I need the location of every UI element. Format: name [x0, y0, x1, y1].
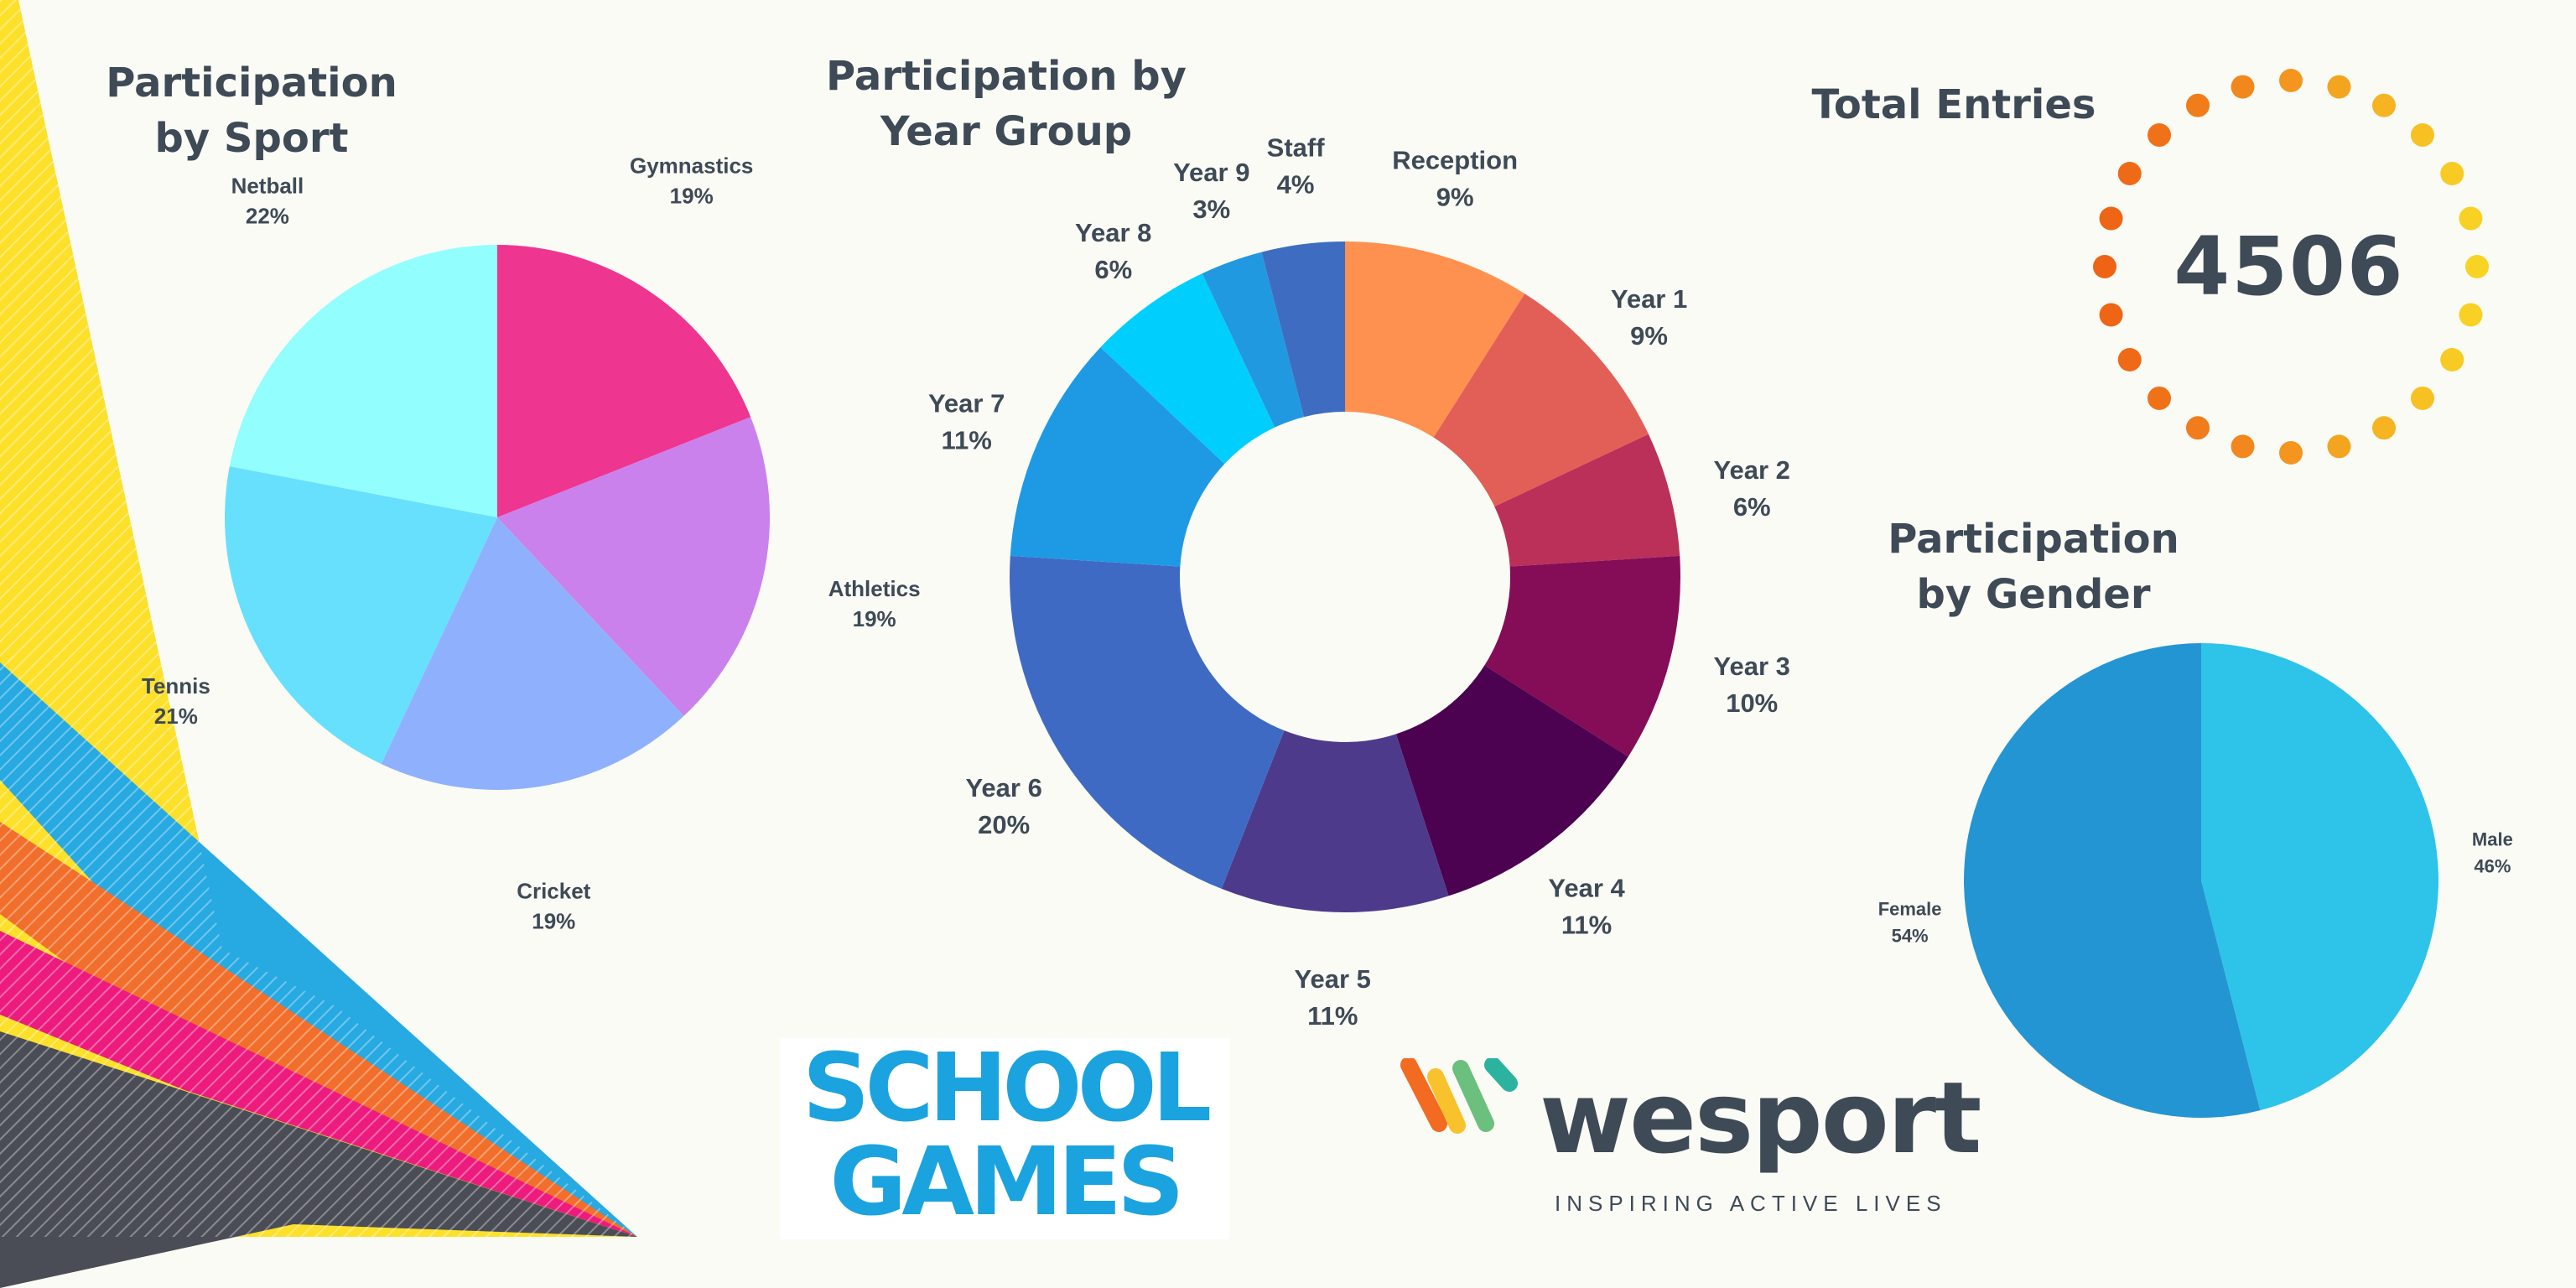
sport-label-tennis: Tennis — [142, 673, 210, 699]
ring-dot — [2148, 123, 2172, 148]
ring-dot — [2279, 69, 2303, 92]
wesport-logo: wesport INSPIRING ACTIVE LIVES — [1399, 1058, 1981, 1226]
ring-dot — [2410, 386, 2434, 410]
year-group-label-reception: Reception — [1392, 146, 1518, 175]
ring-dot — [2117, 162, 2142, 185]
ring-dot — [2099, 206, 2123, 231]
sport-value-athletics: 19% — [853, 606, 896, 631]
ring-dot — [2372, 416, 2396, 440]
ring-dot — [2459, 206, 2483, 231]
gender-chart-title: Participation by Gender — [1888, 516, 2179, 618]
sport-chart-title: Participation by Sport — [106, 60, 397, 162]
sport-slice-gymnastics — [497, 245, 751, 517]
ring-dot — [2327, 434, 2351, 459]
year-group-value-reception: 9% — [1436, 183, 1474, 212]
school-games-logo-line1: SCHOOL — [802, 1034, 1212, 1143]
gender-slice-female — [1964, 643, 2261, 1118]
year-group-slice-year-7 — [1010, 347, 1225, 567]
sport-pie-chart: Gymnastics 19% Athletics 19% Cricket 19% Tenni… — [142, 153, 921, 933]
ring-dot — [2148, 386, 2172, 410]
year-group-label-year-3: Year 3 — [1714, 652, 1790, 681]
school-games-logo-line2: GAMES — [829, 1128, 1184, 1237]
year-group-value-year-3: 10% — [1726, 688, 1778, 718]
ring-dot — [2279, 441, 2303, 465]
year-group-label-year-5: Year 5 — [1295, 964, 1371, 994]
ring-dot — [2372, 93, 2396, 117]
wesport-mark-icon — [1400, 1058, 1518, 1134]
ring-dot — [2410, 123, 2434, 148]
year-group-donut-chart: Reception 9% Year 1 9% Year 2 6% Year 3 10% Year… — [928, 133, 1790, 1031]
year-group-slice-year-4 — [1395, 665, 1628, 896]
year-group-value-year-2: 6% — [1733, 492, 1771, 522]
gender-label-female: Female — [1878, 898, 1942, 919]
ring-dot — [2117, 348, 2142, 371]
total-entries-value: 4506 — [2174, 220, 2405, 314]
gender-pie-chart: Male 46% Female 54% — [1878, 642, 2513, 1118]
year-group-slice-reception — [1345, 242, 1525, 438]
ring-dot — [2186, 93, 2210, 117]
year-group-value-year-8: 6% — [1094, 255, 1132, 284]
ring-dot — [2465, 255, 2489, 278]
year-group-label-year-9: Year 9 — [1173, 158, 1249, 187]
school-games-logo: SCHOOL GAMES — [780, 1038, 1229, 1239]
ring-dot — [2093, 255, 2116, 278]
wesport-wordmark: wesport — [1540, 1060, 1981, 1176]
year-group-label-staff: Staff — [1267, 133, 1326, 163]
sport-slice-cricket — [381, 517, 684, 790]
year-group-label-year-4: Year 4 — [1548, 873, 1625, 902]
year-group-label-year-1: Year 1 — [1611, 284, 1687, 314]
year-group-slice-year-3 — [1484, 555, 1680, 757]
year-group-slice-year-9 — [1202, 252, 1305, 428]
total-entries-dot-ring — [2093, 69, 2489, 465]
ring-dot — [2186, 416, 2210, 440]
sport-value-gymnastics: 19% — [670, 183, 714, 208]
ring-dot — [2231, 75, 2255, 99]
ring-dot — [2231, 434, 2255, 459]
ring-dot — [2099, 303, 2123, 327]
sport-label-cricket: Cricket — [517, 879, 590, 904]
gender-slice-male — [2201, 642, 2439, 1111]
year-group-value-year-6: 20% — [978, 810, 1030, 839]
year-group-value-year-9: 3% — [1192, 195, 1230, 224]
year-group-label-year-7: Year 7 — [928, 388, 1005, 418]
sport-label-netball: Netball — [231, 174, 304, 199]
total-entries-title: Total Entries — [1811, 81, 2096, 128]
sport-slice-tennis — [225, 466, 497, 765]
ring-dot — [2440, 162, 2464, 185]
year-group-label-year-6: Year 6 — [965, 773, 1041, 802]
year-group-label-year-2: Year 2 — [1714, 455, 1790, 485]
gender-value-male: 46% — [2474, 856, 2511, 877]
year-group-slice-year-6 — [1010, 555, 1285, 889]
ring-dot — [2440, 348, 2464, 371]
ring-dot — [2327, 75, 2351, 99]
sport-value-tennis: 21% — [154, 704, 198, 729]
year-group-label-year-8: Year 8 — [1075, 218, 1151, 247]
year-group-value-staff: 4% — [1277, 170, 1315, 200]
ring-dot — [2459, 303, 2483, 327]
sport-slice-netball — [229, 245, 497, 517]
sport-value-netball: 22% — [246, 204, 289, 229]
year-group-slice-year-5 — [1221, 730, 1449, 913]
year-group-value-year-4: 11% — [1561, 910, 1612, 939]
year-group-chart-title: Participation by Year Group — [826, 53, 1187, 155]
year-group-slice-year-8 — [1100, 273, 1275, 465]
sport-label-gymnastics: Gymnastics — [630, 153, 753, 178]
sport-label-athletics: Athletics — [828, 576, 921, 601]
sport-value-cricket: 19% — [532, 909, 575, 934]
decorative-stripes — [0, 0, 637, 1288]
gender-label-male: Male — [2472, 829, 2513, 850]
year-group-slice-year-1 — [1433, 293, 1649, 507]
sport-slice-athletics — [497, 417, 771, 716]
year-group-value-year-1: 9% — [1630, 321, 1668, 351]
year-group-value-year-7: 11% — [941, 425, 991, 454]
year-group-slice-year-2 — [1494, 434, 1680, 567]
wesport-tagline: INSPIRING ACTIVE LIVES — [1555, 1191, 1947, 1216]
gender-value-female: 54% — [1892, 925, 1929, 946]
year-group-value-year-5: 11% — [1307, 1001, 1358, 1031]
year-group-slice-staff — [1261, 242, 1345, 418]
